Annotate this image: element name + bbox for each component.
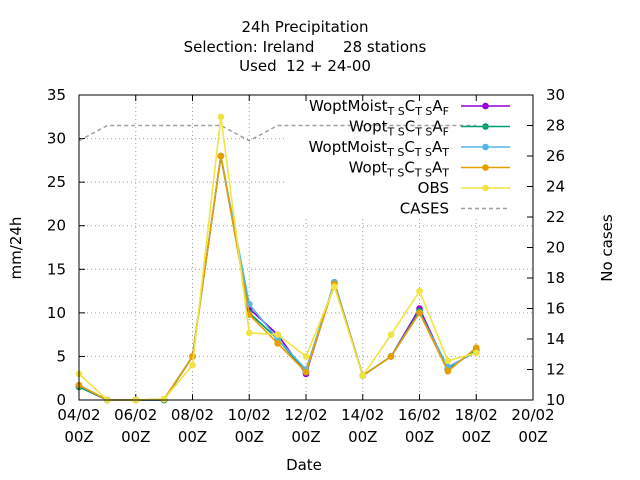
x-tick-label-2: 08/02	[171, 406, 214, 424]
legend-label-0: WoptMoistT SCT SAF	[309, 97, 449, 118]
y-tick-label-3: 15	[47, 260, 66, 278]
y-tick-label-7: 35	[47, 86, 66, 104]
x-tick-label-time-6: 00Z	[405, 428, 434, 446]
x-tick-label-time-1: 00Z	[121, 428, 150, 446]
x-tick-label-0: 04/02	[57, 406, 100, 424]
y-tick-label-5: 25	[47, 173, 66, 191]
data-point-4-10	[359, 372, 367, 379]
legend-marker-4	[482, 184, 489, 192]
data-point-3-7	[274, 340, 281, 347]
x-tick-label-time-8: 00Z	[518, 428, 547, 446]
y-axis-label: mm/24h	[7, 217, 25, 280]
data-point-4-14	[472, 349, 480, 357]
data-point-4-3	[160, 395, 168, 403]
y2-tick-label-4: 18	[546, 269, 565, 287]
x-tick-label-time-7: 00Z	[462, 428, 491, 446]
y-tick-label-2: 10	[47, 304, 66, 322]
legend-label-3: WoptT SCT SAT	[349, 159, 450, 180]
data-point-4-13	[444, 357, 452, 365]
data-point-3-5	[217, 152, 225, 160]
y-tick-label-0: 0	[56, 391, 66, 409]
chart-title-line-2: Selection: Ireland 28 stations	[183, 38, 427, 56]
y2-tick-label-2: 14	[546, 330, 565, 348]
axis-ticks: 04/02 00Z 06/02 00Z 08/02 00Z 10/02 00Z 12/02 00Z…	[47, 86, 565, 446]
y2-tick-label-9: 28	[546, 117, 565, 135]
x-tick-label-6: 16/02	[398, 406, 441, 424]
legend-marker-1	[482, 123, 489, 130]
y2-tick-label-10: 30	[546, 86, 565, 104]
data-point-3-13	[444, 367, 452, 375]
chart-title-line-1: 24h Precipitation	[241, 18, 369, 36]
y-tick-label-6: 30	[47, 130, 66, 148]
y2-tick-label-5: 20	[546, 239, 565, 257]
data-point-4-5	[217, 113, 225, 121]
data-point-4-7	[274, 331, 281, 338]
data-point-3-8	[302, 368, 310, 376]
data-point-4-6	[245, 329, 253, 337]
x-tick-label-time-0: 00Z	[64, 428, 93, 446]
data-point-4-12	[416, 287, 423, 295]
x-tick-label-3: 10/02	[228, 406, 271, 424]
x-tick-label-time-5: 00Z	[348, 428, 377, 446]
data-point-4-11	[387, 331, 395, 338]
x-tick-label-4: 12/02	[284, 406, 327, 424]
legend-label-cases: CASES	[400, 200, 449, 218]
y2-tick-label-0: 10	[546, 391, 565, 409]
legend-marker-2	[482, 143, 489, 151]
x-tick-label-time-3: 00Z	[235, 428, 264, 446]
y-tick-label-4: 20	[47, 217, 66, 235]
y-tick-label-1: 5	[56, 347, 66, 365]
y2-tick-label-7: 24	[546, 178, 565, 196]
data-point-4-4	[189, 361, 196, 369]
legend-marker-3	[482, 164, 489, 171]
data-point-3-11	[387, 353, 395, 360]
chart-title-line-3: Used 12 + 24-00	[239, 57, 371, 75]
data-point-3-12	[416, 309, 423, 317]
x-tick-label-time-2: 00Z	[178, 428, 207, 446]
x-tick-label-time-4: 00Z	[291, 428, 320, 446]
y2-tick-label-6: 22	[546, 208, 565, 226]
series-line-cases	[78, 124, 477, 142]
plot-frame	[78, 94, 534, 401]
data-point-4-9	[331, 283, 338, 291]
legend-marker-0	[482, 102, 489, 110]
legend-label-1: WoptT SCT SAF	[349, 118, 449, 139]
grid	[79, 95, 533, 400]
y2-tick-label-3: 16	[546, 300, 565, 318]
legend-label-4: OBS	[418, 179, 449, 197]
data-point-4-8	[302, 353, 310, 360]
x-tick-label-7: 18/02	[455, 406, 498, 424]
series-line-4	[78, 116, 477, 401]
y2-tick-label-8: 26	[546, 147, 565, 165]
y2-axis-label: No cases	[598, 214, 616, 282]
x-axis-label: Date	[286, 456, 322, 474]
y2-tick-label-1: 12	[546, 361, 565, 379]
legend-label-2: WoptMoistT SCT SAT	[309, 138, 450, 159]
x-tick-label-5: 14/02	[341, 406, 384, 424]
x-tick-label-8: 20/02	[511, 406, 554, 424]
x-tick-label-1: 06/02	[114, 406, 157, 424]
data-point-3-14	[472, 344, 480, 352]
